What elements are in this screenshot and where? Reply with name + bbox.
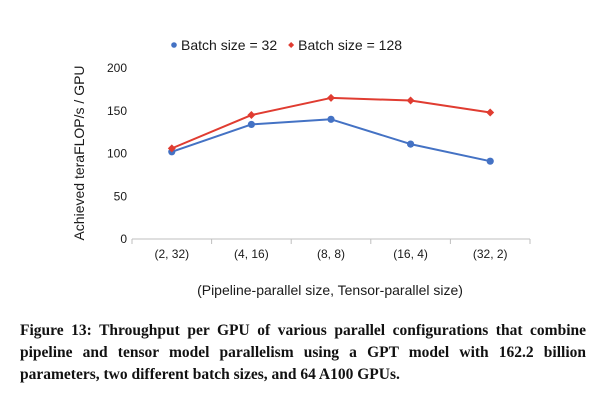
data-point bbox=[486, 108, 495, 117]
data-point bbox=[327, 115, 335, 123]
y-axis-title: Achieved teraFLOP/s / GPU bbox=[71, 65, 87, 240]
y-tick-label: 50 bbox=[114, 189, 128, 203]
y-tick-label: 0 bbox=[120, 232, 127, 246]
series-line bbox=[171, 96, 491, 150]
y-tick-label: 200 bbox=[107, 61, 127, 75]
x-tick-label: (4, 16) bbox=[234, 247, 269, 261]
x-axis: (2, 32) (4, 16) (8, 8) (16, 4) (32, 2) bbox=[131, 238, 531, 261]
legend-marker bbox=[171, 42, 177, 48]
data-point bbox=[247, 120, 255, 129]
y-tick-label: 150 bbox=[107, 104, 127, 118]
legend-marker bbox=[288, 42, 295, 48]
data-point bbox=[327, 93, 335, 102]
series-1 bbox=[168, 115, 494, 165]
data-point bbox=[247, 111, 256, 120]
data-point bbox=[407, 140, 415, 148]
throughput-line-chart: Batch size = 32 Batch size = 128 0 50 100 15… bbox=[71, 37, 531, 298]
y-axis: 0 50 100 150 200 bbox=[107, 61, 127, 246]
x-tick-label: (8, 8) bbox=[317, 247, 345, 261]
data-point bbox=[486, 157, 494, 165]
x-tick-label: (16, 4) bbox=[393, 247, 428, 261]
series-line bbox=[171, 118, 491, 163]
y-tick-label: 100 bbox=[107, 147, 127, 161]
series-2 bbox=[167, 93, 495, 153]
legend-item: Batch size = 128 bbox=[288, 37, 402, 53]
data-point bbox=[406, 96, 415, 105]
series-layer bbox=[167, 93, 495, 165]
x-axis-title: (Pipeline-parallel size, Tensor-parallel… bbox=[197, 282, 463, 298]
chart-legend: Batch size = 32 Batch size = 128 bbox=[171, 37, 402, 53]
x-tick-label: (32, 2) bbox=[473, 247, 508, 261]
legend-label: Batch size = 32 bbox=[181, 37, 277, 53]
x-tick-label: (2, 32) bbox=[154, 247, 189, 261]
data-point bbox=[167, 144, 176, 153]
legend-item: Batch size = 32 bbox=[171, 37, 277, 53]
legend-label: Batch size = 128 bbox=[298, 37, 402, 53]
figure-caption: Figure 13: Throughput per GPU of various… bbox=[20, 322, 586, 383]
